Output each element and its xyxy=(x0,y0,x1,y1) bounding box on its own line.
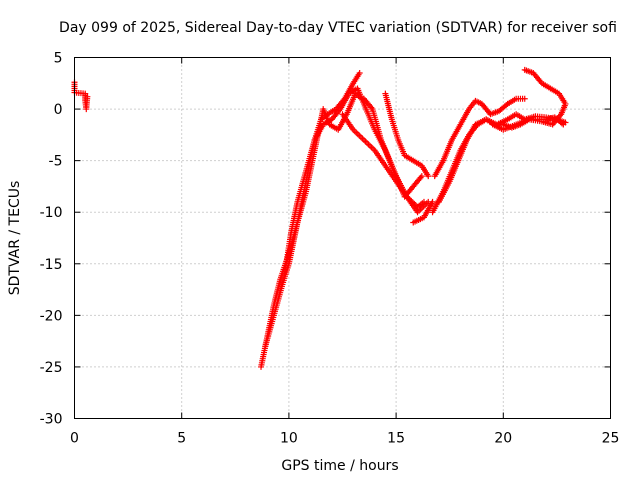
y-tick-labels: -30 -25 -20 -15 -10 -5 0 5 xyxy=(40,51,63,428)
y-tick-label: -25 xyxy=(40,360,63,376)
x-tick-label: 15 xyxy=(387,431,405,447)
y-tick-label: 5 xyxy=(54,51,63,67)
y-axis-label: SDTVAR / TECUs xyxy=(7,181,23,296)
data-point xyxy=(429,198,436,205)
x-tick-label: 20 xyxy=(494,431,512,447)
x-tick-label: 25 xyxy=(602,431,620,447)
x-tick-label: 10 xyxy=(280,431,298,447)
data-point xyxy=(489,121,496,128)
y-tick-label: -15 xyxy=(40,257,63,273)
chart-title: Day 099 of 2025, Sidereal Day-to-day VTE… xyxy=(59,20,617,36)
series-trace-10 xyxy=(431,95,528,180)
data-point xyxy=(356,69,363,76)
data-point xyxy=(84,93,91,100)
y-tick-label: 0 xyxy=(54,102,63,118)
series-trace-7 xyxy=(382,90,432,180)
series-trace-12 xyxy=(489,66,569,133)
y-tick-label: -30 xyxy=(40,412,63,428)
x-tick-label: 5 xyxy=(177,431,186,447)
y-tick-label: -10 xyxy=(40,205,63,221)
series-trace-6 xyxy=(360,95,425,200)
data-point xyxy=(521,95,528,102)
data-point xyxy=(418,173,425,180)
x-tick-label: 0 xyxy=(70,431,79,447)
x-tick-labels: 0 5 10 15 20 25 xyxy=(70,431,619,447)
data-marks xyxy=(71,66,569,370)
series-trace-1 xyxy=(71,79,91,113)
series-trace-8 xyxy=(410,198,436,226)
data-point xyxy=(562,119,569,126)
x-axis-label: GPS time / hours xyxy=(281,458,398,474)
y-tick-label: -20 xyxy=(40,308,63,324)
plot-frame xyxy=(74,57,611,419)
y-tick-label: -5 xyxy=(49,154,63,170)
data-point xyxy=(425,173,432,180)
